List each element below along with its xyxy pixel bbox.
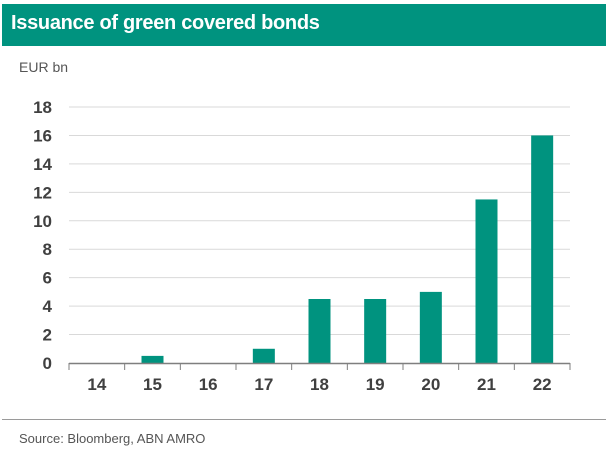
y-tick-label: 18 — [33, 98, 52, 117]
y-axis-ticks: 0 2 4 6 8 10 12 14 16 18 — [33, 98, 52, 373]
footer-divider — [2, 419, 606, 420]
y-tick-label: 12 — [33, 183, 52, 202]
x-tick-label: 14 — [87, 375, 106, 394]
y-tick-label: 4 — [43, 297, 53, 316]
x-tick-label: 17 — [254, 375, 273, 394]
chart-title: Issuance of green covered bonds — [11, 12, 320, 34]
y-axis-unit-label: EUR bn — [19, 59, 69, 75]
y-tick-label: 6 — [43, 269, 52, 288]
bars — [141, 135, 554, 363]
x-axis — [68, 362, 571, 370]
bar — [475, 199, 498, 363]
bar — [531, 135, 554, 363]
y-tick-label: 0 — [43, 354, 52, 373]
chart-title-bar: Issuance of green covered bonds — [2, 4, 606, 46]
source-note: Source: Bloomberg, ABN AMRO — [19, 431, 206, 446]
x-tick-label: 19 — [366, 375, 385, 394]
y-tick-label: 16 — [33, 126, 52, 145]
y-tick-label: 8 — [43, 240, 52, 259]
x-tick-label: 20 — [421, 375, 440, 394]
bar — [252, 348, 275, 363]
bar — [308, 299, 331, 363]
bar — [364, 299, 387, 363]
y-tick-label: 10 — [33, 212, 52, 231]
y-tick-label: 2 — [43, 326, 52, 345]
x-tick-label: 21 — [477, 375, 496, 394]
bar — [141, 355, 164, 363]
x-tick-label: 15 — [143, 375, 162, 394]
x-tick-label: 16 — [199, 375, 218, 394]
x-tick-label: 22 — [533, 375, 552, 394]
x-axis-ticks: 14 15 16 17 18 19 20 21 22 — [87, 375, 551, 394]
bar-chart: 0 2 4 6 8 10 12 14 16 18 14 15 16 17 18 19 20 21 22 — [33, 98, 571, 394]
x-tick-label: 18 — [310, 375, 329, 394]
y-tick-label: 14 — [33, 155, 52, 174]
bar — [419, 291, 442, 363]
